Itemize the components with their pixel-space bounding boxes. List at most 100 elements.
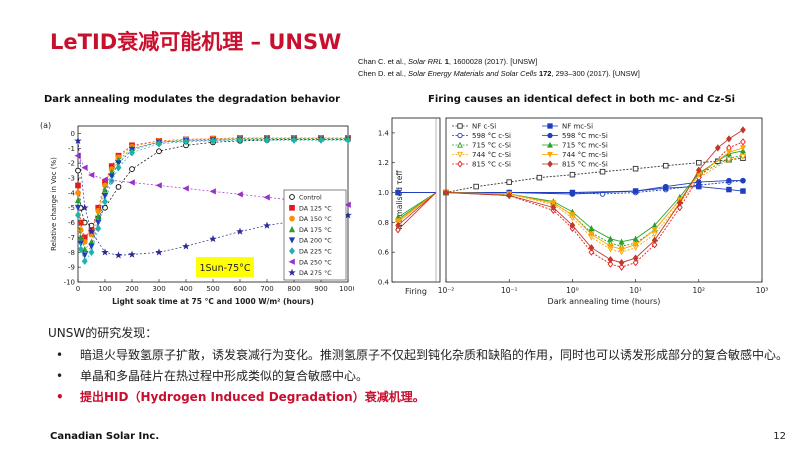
data-point	[696, 159, 702, 166]
data-point	[632, 241, 639, 249]
data-point	[473, 183, 479, 190]
firing-line	[397, 192, 437, 218]
data-point	[395, 218, 401, 225]
data-point	[443, 188, 449, 197]
data-point	[457, 132, 463, 139]
legend-label: 815 °C c-Si	[472, 161, 511, 169]
data-point	[101, 248, 109, 256]
data-point	[536, 174, 543, 181]
data-point	[547, 132, 553, 139]
data-point	[618, 238, 625, 245]
legend-label: 715 °C mc-Si	[562, 142, 608, 150]
data-point	[550, 200, 557, 207]
findings-section: UNSW的研究发现： • 暗退火导致氢原子扩散，诱发衰减行为变化。推测氢原子不仅起…	[48, 324, 788, 410]
data-point	[588, 225, 595, 232]
y-tick-label: -3	[68, 175, 75, 183]
right-figure-heading: Firing causes an identical defect in bot…	[428, 94, 736, 105]
data-point	[209, 188, 216, 195]
data-point	[74, 136, 82, 145]
data-point	[129, 149, 135, 157]
y-tick-label: -7	[68, 234, 75, 242]
data-point	[618, 258, 625, 267]
legend-label: NF c-Si	[472, 123, 496, 131]
data-point	[75, 167, 81, 174]
data-point	[588, 244, 595, 252]
data-point	[156, 140, 162, 148]
x-tick-label: 10⁻²	[438, 286, 455, 295]
x-tick-label: 1000	[339, 285, 354, 293]
data-point	[569, 212, 576, 219]
data-point	[457, 141, 463, 148]
x-tick-label: 10¹	[629, 286, 642, 295]
x-tick-label: 900	[314, 285, 327, 293]
plot-frame	[445, 117, 763, 283]
data-point	[288, 268, 296, 276]
page-number: 12	[773, 431, 786, 442]
finding-bullet-1: • 暗退火导致氢原子扩散，诱发衰减行为变化。推测氢原子不仅起到钝化杂质和缺陷的作用…	[56, 348, 789, 362]
data-point	[588, 248, 595, 256]
reference-2: Chen D. et al., Solar Energy Materials a…	[358, 69, 640, 78]
data-point	[569, 171, 576, 178]
y-tick-label: 1.4	[378, 129, 390, 137]
data-point	[115, 184, 122, 190]
data-point	[740, 188, 746, 194]
data-point	[395, 189, 401, 196]
data-point	[725, 149, 732, 156]
voc-degradation-chart: (a) 0 100 200 300 400 500 600 700 800 900 1000 0 -1 -2…	[38, 116, 354, 312]
data-point	[739, 154, 747, 161]
legend-label: 744 °C mc-Si	[562, 151, 608, 159]
data-point	[739, 145, 747, 152]
firing-panel-label: Firing	[405, 287, 427, 296]
data-point	[547, 123, 553, 129]
data-point	[663, 162, 669, 169]
data-point	[618, 246, 625, 253]
data-point	[651, 236, 658, 244]
legend-label: DA 275 °C	[299, 269, 332, 277]
y-tick-label: 0.8	[378, 219, 389, 227]
data-point	[128, 179, 135, 186]
legend-label: 598 °C c-Si	[472, 132, 511, 140]
data-point	[550, 203, 557, 212]
data-point	[726, 135, 732, 143]
data-point	[289, 204, 295, 211]
data-point	[156, 148, 162, 155]
firing-line	[397, 192, 437, 226]
x-tick-label: 10²	[693, 286, 706, 295]
findings-lead: UNSW的研究发现：	[48, 326, 158, 340]
data-point	[263, 194, 270, 201]
data-point	[264, 136, 270, 144]
data-point	[344, 201, 351, 208]
x-tick-label: 500	[206, 285, 219, 293]
data-point	[88, 243, 95, 250]
data-point	[74, 204, 82, 212]
x-tick-label: 200	[125, 285, 138, 293]
data-point	[77, 245, 84, 254]
data-point	[547, 151, 553, 158]
company-footer: Canadian Solar Inc.	[50, 431, 160, 442]
series-line	[446, 180, 743, 195]
data-point	[695, 166, 702, 174]
y-tick-label: 0	[71, 130, 75, 138]
x-tick-label: 0	[76, 285, 80, 293]
firing-panel-frame	[391, 117, 441, 283]
legend-label: 598 °C mc-Si	[562, 132, 608, 140]
data-point	[569, 221, 576, 229]
firing-series-815-c-c-si	[395, 192, 437, 234]
data-point	[588, 231, 595, 238]
data-point	[506, 179, 512, 185]
data-point	[663, 183, 669, 190]
data-point	[457, 123, 463, 129]
data-point	[80, 203, 89, 211]
data-point	[289, 194, 295, 200]
data-point	[607, 256, 614, 264]
finding-bullet-2: • 单晶和多晶硅片在热过程中形成类似的复合敏感中心。	[56, 369, 369, 383]
legend-label: Control	[299, 195, 322, 202]
data-point	[676, 199, 683, 207]
data-point	[289, 247, 295, 255]
data-point	[651, 227, 658, 234]
data-point	[75, 190, 81, 196]
data-point	[81, 257, 88, 265]
data-point	[81, 164, 88, 171]
y-tick-label: -6	[68, 219, 76, 227]
y-tick-label: -10	[64, 279, 75, 287]
